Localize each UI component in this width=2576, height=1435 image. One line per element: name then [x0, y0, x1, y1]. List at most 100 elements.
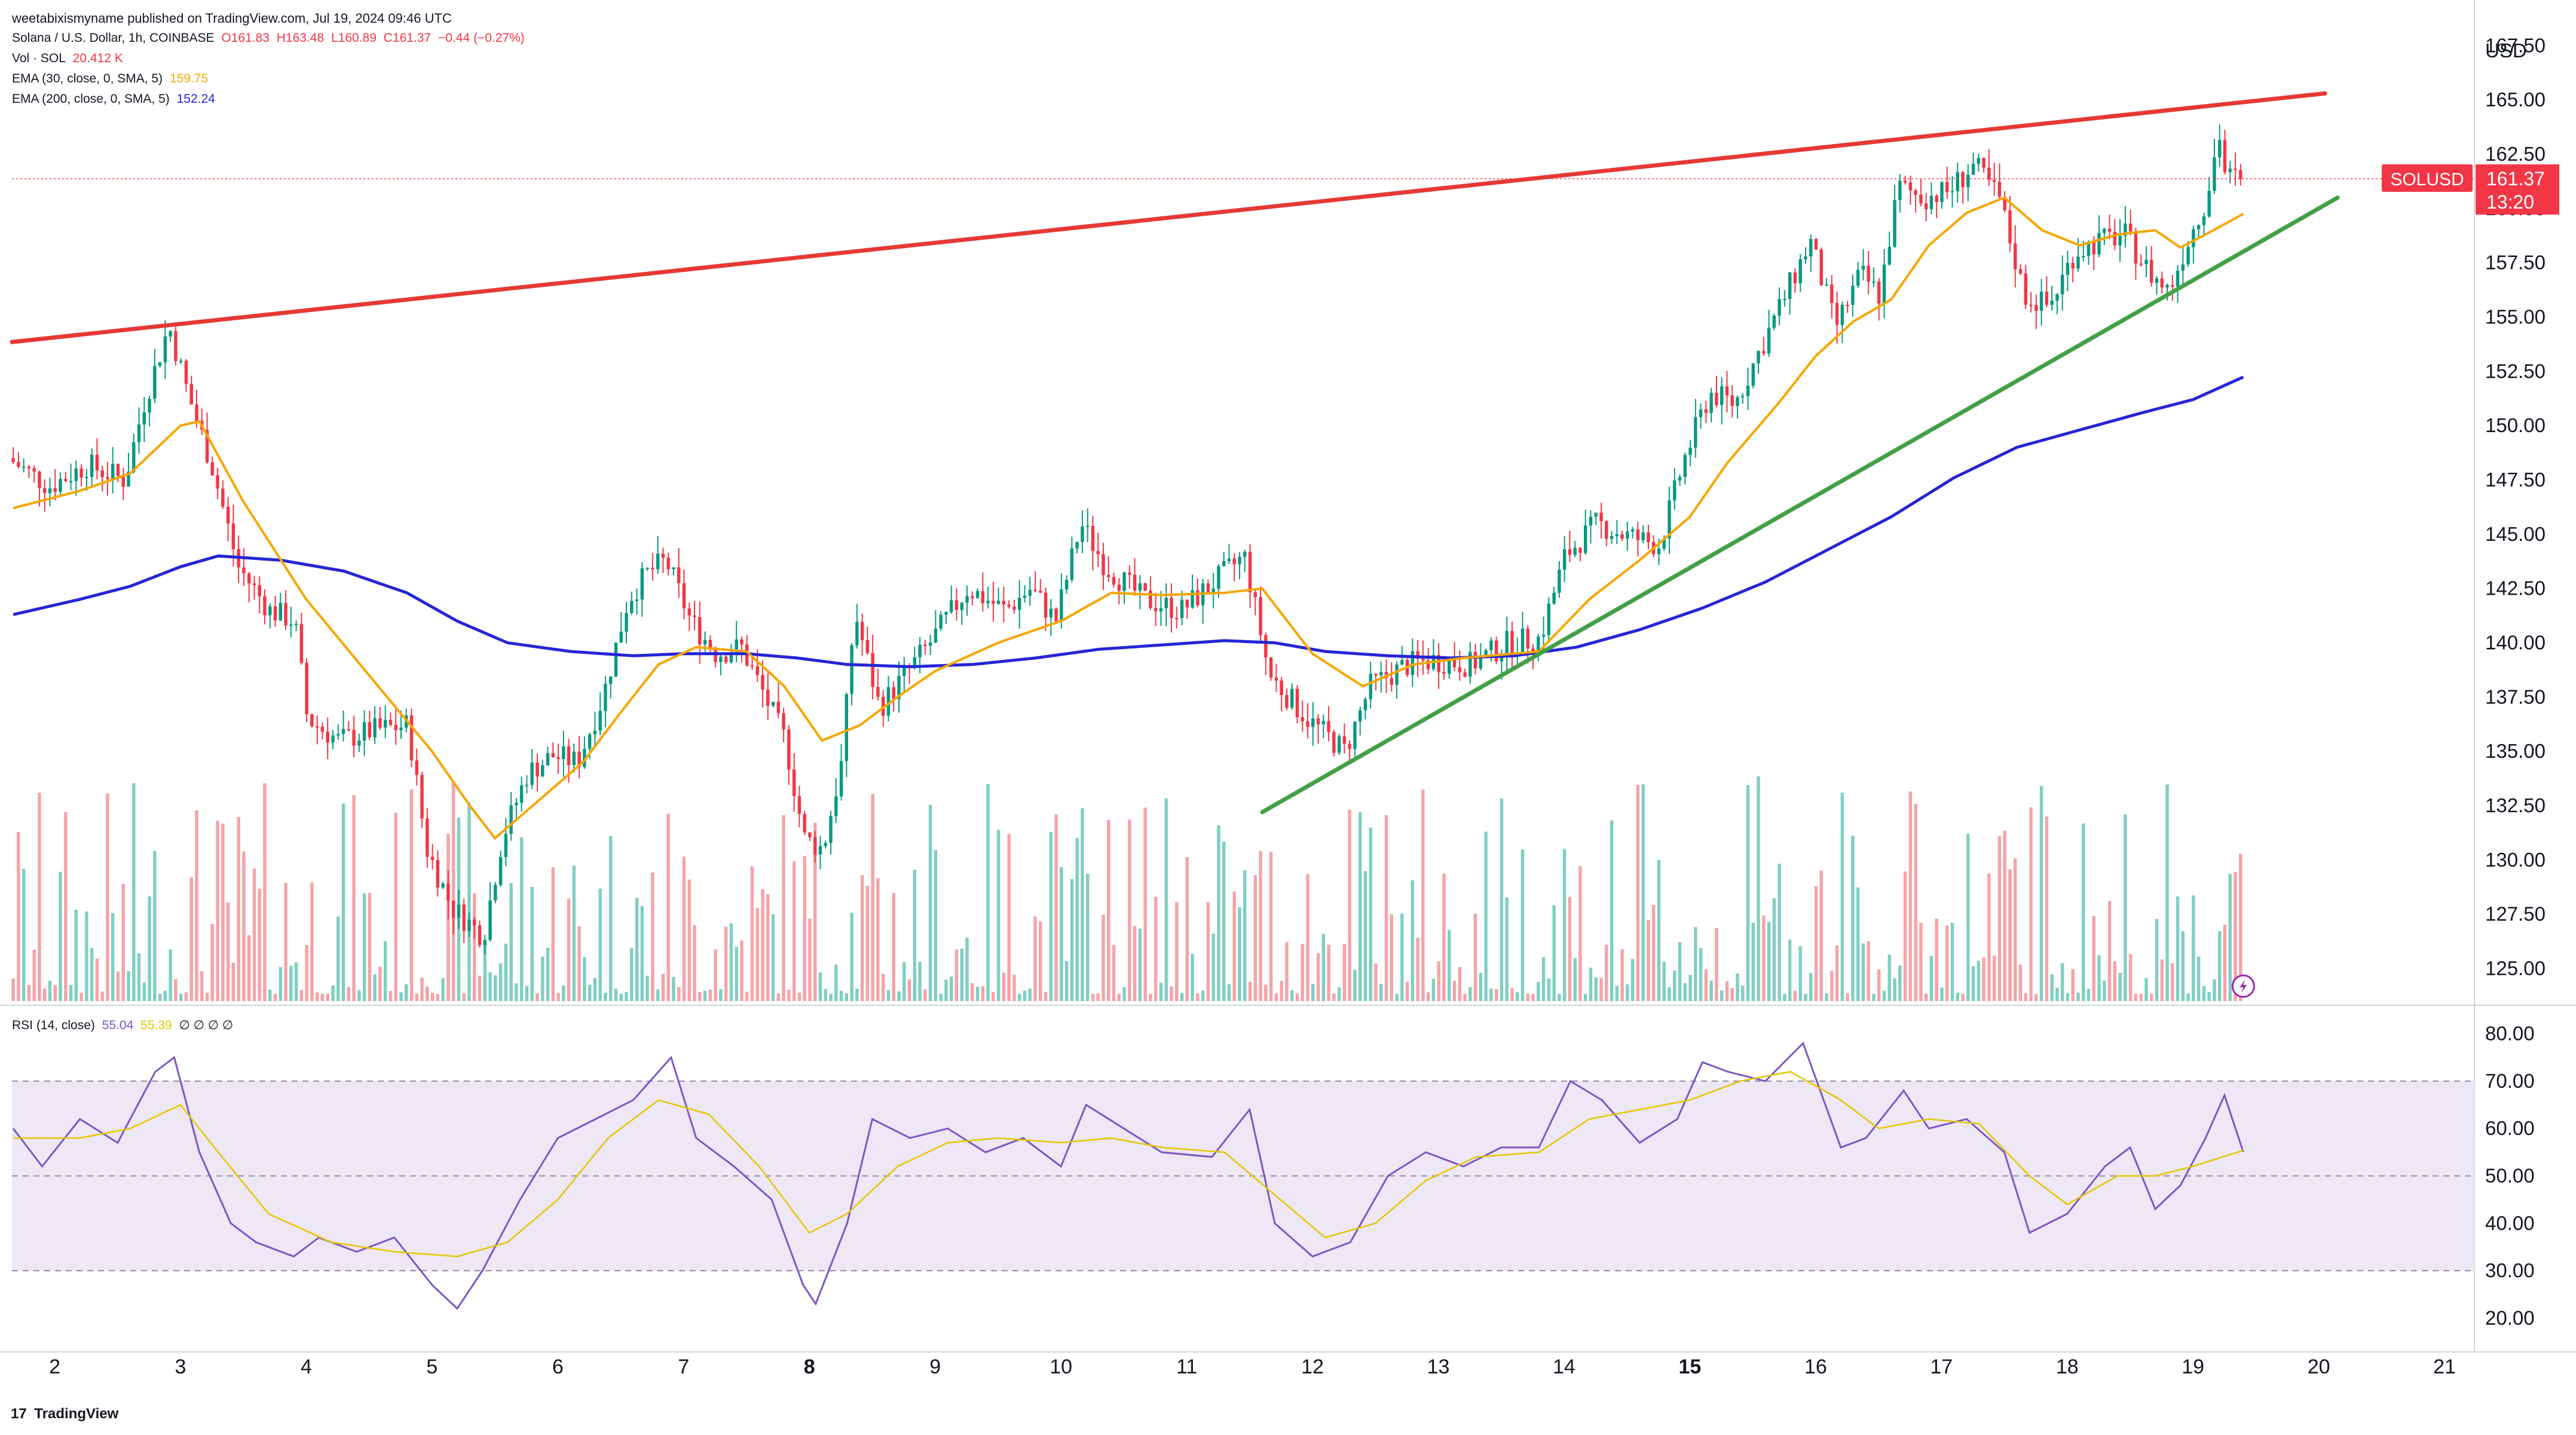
- candle-body: [59, 479, 62, 492]
- candle-body: [1196, 590, 1200, 605]
- candle-body: [1573, 547, 1577, 555]
- candle-body: [1599, 512, 1603, 522]
- ema30-legend[interactable]: EMA (30, close, 0, SMA, 5) 159.75: [12, 72, 212, 86]
- volume-bar: [1489, 989, 1493, 1001]
- tradingview-footer[interactable]: 17 TradingView: [11, 1406, 118, 1422]
- candle-body: [441, 883, 445, 888]
- candle-body: [677, 567, 681, 583]
- candle-body: [1987, 167, 1991, 180]
- candle-body: [1977, 158, 1981, 164]
- candle-body: [252, 583, 256, 585]
- volume-bar: [604, 993, 607, 1001]
- candle-body: [1426, 660, 1430, 669]
- volume-bar: [986, 784, 990, 1001]
- volume-bar: [1562, 849, 1567, 1001]
- volume-bar: [326, 993, 329, 1001]
- candle-body: [2223, 140, 2227, 172]
- candle-body: [1819, 249, 1824, 286]
- symbol-name[interactable]: Solana / U.S. Dollar, 1h, COINBASE: [12, 31, 215, 45]
- candle-body: [1746, 385, 1750, 396]
- volume-bar: [1248, 981, 1252, 1001]
- rsi-ma-line: [13, 1070, 2244, 1257]
- lightning-glyph: [2240, 980, 2247, 993]
- volume-bar: [195, 810, 198, 1001]
- volume-bar: [1416, 937, 1419, 1001]
- volume-bar: [258, 889, 261, 1001]
- volume-bar: [1133, 926, 1137, 1001]
- volume-bar: [1201, 990, 1205, 1001]
- volume-bar: [1767, 922, 1771, 1001]
- ohlc-open: O161.83: [221, 31, 270, 45]
- tradingview-logo-icon: 17: [11, 1406, 27, 1422]
- date-tick-label: 9: [929, 1356, 941, 1378]
- candle-body: [2092, 241, 2095, 255]
- candle-body: [1641, 532, 1645, 540]
- volume-bar: [2171, 963, 2174, 1001]
- volume-bar: [1924, 993, 1928, 1001]
- volume-bar: [2144, 978, 2148, 1001]
- volume-bar: [1431, 978, 1436, 1001]
- price-tick-label: 127.50: [2485, 903, 2546, 925]
- candle-body: [2155, 278, 2159, 283]
- date-tick-label: 21: [2433, 1356, 2456, 1378]
- candle-body: [645, 567, 649, 569]
- volume-bar: [1122, 987, 1126, 1001]
- candle-body: [299, 623, 304, 663]
- volume-bar: [1709, 980, 1713, 1001]
- candle-body: [216, 475, 219, 489]
- volume-bar: [519, 837, 524, 1001]
- rsi-legend[interactable]: RSI (14, close) 55.04 55.39 ∅ ∅ ∅ ∅: [12, 1018, 237, 1033]
- volume-bar: [247, 935, 251, 1001]
- volume-bar: [1211, 934, 1215, 1001]
- ema200-legend[interactable]: EMA (200, close, 0, SMA, 5) 152.24: [12, 92, 219, 106]
- volume-bar: [1867, 941, 1870, 1001]
- candle-body: [536, 762, 539, 777]
- candle-body: [1149, 590, 1152, 608]
- volume-bar: [1887, 954, 1892, 1001]
- candle-body: [855, 622, 859, 645]
- volume-bar: [1301, 944, 1304, 1001]
- volume-bar: [2139, 993, 2143, 1001]
- volume-bar: [1515, 992, 1519, 1001]
- volume-bar: [1117, 993, 1121, 1001]
- volume-legend[interactable]: Vol · SOL 20.412 K: [12, 51, 127, 66]
- candle-body: [1049, 608, 1053, 618]
- volume-bar: [1238, 907, 1241, 1001]
- candle-body: [682, 583, 686, 608]
- candle-body: [2213, 157, 2216, 191]
- volume-bar: [106, 793, 109, 1001]
- candle-body: [551, 753, 555, 758]
- candle-body: [981, 590, 985, 604]
- symbol-legend: Solana / U.S. Dollar, 1h, COINBASE O161.…: [12, 31, 528, 45]
- volume-bar: [116, 971, 120, 1001]
- candle-body: [247, 573, 251, 584]
- candle-body: [95, 454, 99, 470]
- volume-bar: [850, 913, 853, 1001]
- volume-bar: [189, 877, 193, 1001]
- candle-body: [1720, 386, 1724, 405]
- candle-body: [2196, 225, 2201, 230]
- candle-body: [383, 720, 387, 728]
- candle-body: [928, 642, 932, 646]
- volume-bar: [1757, 776, 1760, 1001]
- candle-body: [975, 590, 980, 598]
- volume-bar: [577, 926, 581, 1001]
- candle-body: [1033, 589, 1037, 591]
- rsi-tick-label: 60.00: [2485, 1117, 2535, 1139]
- volume-bar: [2055, 987, 2059, 1001]
- volume-bar: [1777, 864, 1781, 1001]
- candle-body: [1170, 598, 1173, 618]
- candle-body: [1489, 640, 1493, 650]
- volume-bar: [153, 850, 157, 1001]
- candle-body: [1102, 554, 1105, 576]
- candle-body: [2014, 243, 2017, 270]
- volume-bar: [834, 965, 838, 1001]
- price-tick-label: 145.00: [2485, 523, 2546, 545]
- candle-body: [279, 602, 283, 621]
- volume-bar: [1411, 880, 1415, 1001]
- volume-bar: [1081, 808, 1084, 1001]
- volume-bar: [137, 953, 141, 1001]
- volume-bar: [609, 836, 613, 1001]
- candle-body: [787, 729, 791, 770]
